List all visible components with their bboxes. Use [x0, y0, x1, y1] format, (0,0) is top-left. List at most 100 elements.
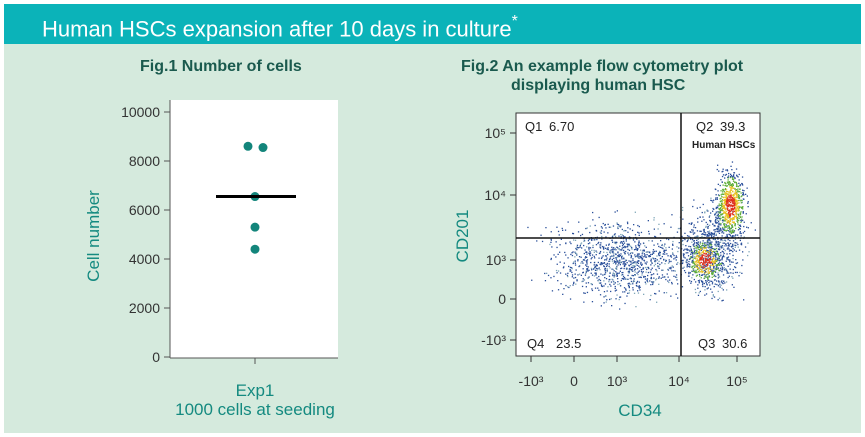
event-dot	[714, 260, 716, 262]
event-dot	[739, 231, 741, 233]
event-dot	[714, 229, 716, 231]
event-dot	[613, 254, 615, 256]
event-dot	[720, 229, 722, 231]
event-dot	[707, 252, 710, 254]
event-dot	[698, 264, 700, 266]
event-dot	[720, 204, 722, 206]
event-dot	[623, 229, 626, 232]
event-dot	[623, 257, 625, 259]
event-dot	[653, 273, 655, 275]
event-dot	[622, 235, 624, 237]
event-dot	[710, 243, 712, 245]
event-dot	[706, 234, 709, 236]
event-dot	[695, 253, 697, 255]
event-dot	[581, 280, 583, 283]
event-dot	[728, 244, 730, 246]
event-dot	[710, 233, 712, 236]
event-dot	[661, 274, 664, 276]
event-dot	[740, 235, 742, 237]
event-dot	[622, 246, 625, 249]
event-dot	[672, 253, 674, 255]
event-dot	[623, 251, 625, 253]
event-dot	[705, 255, 707, 258]
event-dot	[653, 250, 656, 253]
event-dot	[606, 269, 608, 272]
event-dot	[634, 265, 636, 267]
event-dot	[661, 262, 663, 264]
event-dot	[695, 291, 697, 294]
event-dot	[731, 200, 733, 202]
event-dot	[704, 250, 707, 252]
event-dot	[610, 298, 612, 300]
event-dot	[609, 226, 612, 228]
event-dot	[738, 182, 740, 184]
event-dot	[715, 259, 717, 261]
event-dot	[727, 256, 730, 258]
event-dot	[717, 243, 719, 245]
event-dot	[729, 198, 731, 200]
event-dot	[616, 222, 618, 224]
event-dot	[704, 243, 706, 246]
event-dot	[695, 271, 697, 274]
event-dot	[583, 301, 585, 303]
event-dot	[595, 273, 597, 275]
event-dot	[593, 264, 595, 266]
event-dot	[729, 182, 731, 185]
event-dot	[643, 249, 645, 251]
event-dot	[689, 280, 691, 282]
event-dot	[638, 265, 640, 267]
event-dot	[705, 274, 707, 276]
event-dot	[740, 220, 743, 222]
event-dot	[565, 284, 567, 287]
event-dot	[735, 203, 737, 205]
event-dot	[644, 255, 646, 257]
event-dot	[624, 302, 626, 305]
event-dot	[742, 208, 744, 210]
event-dot	[628, 244, 630, 246]
event-dot	[591, 249, 593, 251]
event-dot	[618, 248, 620, 250]
event-dot	[608, 258, 611, 261]
fig2-x-tick-label: 0	[570, 373, 578, 389]
event-dot	[657, 266, 659, 268]
event-dot	[702, 271, 704, 273]
event-dot	[669, 255, 672, 257]
event-dot	[595, 250, 597, 252]
event-dot	[724, 225, 726, 228]
fig1-ylabel: Cell number	[84, 190, 103, 282]
event-dot	[718, 269, 720, 272]
event-dot	[663, 250, 665, 253]
event-dot	[705, 260, 707, 262]
event-dot	[671, 265, 673, 267]
event-dot	[611, 260, 614, 262]
fig1-xsublabel: 1000 cells at seeding	[175, 400, 335, 419]
event-dot	[649, 280, 651, 282]
event-dot	[726, 235, 728, 237]
event-dot	[691, 260, 693, 262]
event-dot	[670, 266, 672, 269]
event-dot	[726, 201, 729, 203]
event-dot	[617, 226, 619, 228]
event-dot	[602, 222, 604, 225]
event-dot	[691, 239, 694, 241]
event-dot	[544, 280, 547, 282]
event-dot	[695, 281, 697, 283]
q4-value: 23.5	[556, 336, 581, 351]
event-dot	[698, 262, 700, 264]
event-dot	[599, 231, 601, 233]
event-dot	[699, 230, 701, 232]
event-dot	[618, 254, 620, 257]
event-dot	[695, 269, 697, 271]
event-dot	[735, 259, 737, 261]
event-dot	[739, 206, 741, 208]
event-dot	[700, 261, 702, 264]
event-dot	[728, 227, 730, 229]
event-dot	[620, 241, 622, 243]
event-dot	[723, 264, 725, 266]
event-dot	[707, 263, 709, 266]
event-dot	[730, 204, 732, 206]
event-dot	[611, 258, 613, 261]
event-dot	[707, 254, 709, 256]
event-dot	[587, 282, 590, 284]
event-dot	[710, 256, 712, 258]
